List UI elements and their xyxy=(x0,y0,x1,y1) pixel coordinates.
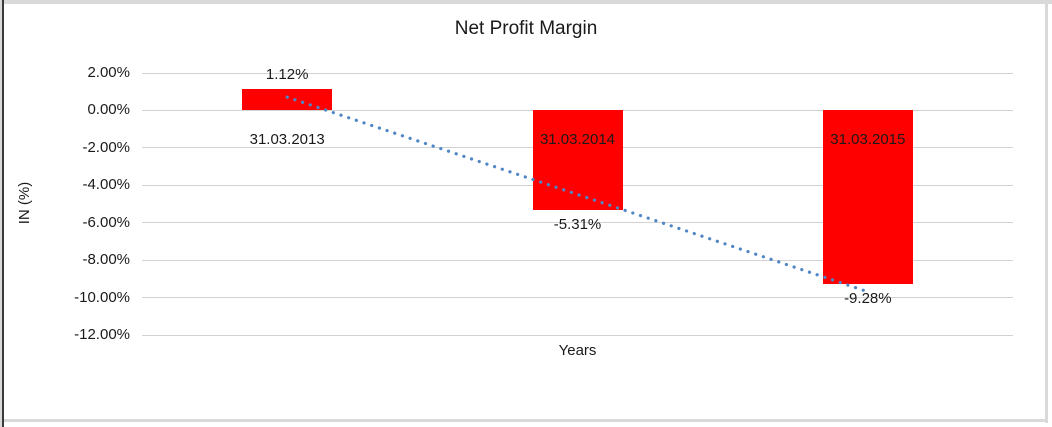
window-border-right xyxy=(1045,4,1048,423)
x-axis-category-label: 31.03.2013 xyxy=(249,131,325,148)
bar-data-label: 1.12% xyxy=(265,66,309,84)
y-axis-tick-label: 2.00% xyxy=(87,64,130,81)
y-axis-tick-label: -6.00% xyxy=(82,213,130,231)
gridline xyxy=(142,334,1013,336)
bar-data-label: -5.31% xyxy=(553,215,602,233)
y-axis-tick-label: -8.00% xyxy=(82,251,130,269)
chart-title: Net Profit Margin xyxy=(454,18,598,39)
y-axis-title: IN (%) xyxy=(16,181,33,225)
y-axis-tick-label: -12.00% xyxy=(74,326,130,343)
window-border-top xyxy=(0,0,1052,4)
bar-series-net-profit-margin[interactable] xyxy=(532,110,623,210)
y-axis-tick-label: 0.00% xyxy=(87,101,130,119)
bar-data-label: -9.28% xyxy=(844,290,892,308)
x-axis-title: Years xyxy=(558,342,597,359)
window-border-left xyxy=(0,0,2,427)
y-axis-tick-label: -2.00% xyxy=(82,138,130,156)
y-axis-tick-label: -4.00% xyxy=(82,176,130,194)
window-border-bottom xyxy=(4,419,1048,422)
window-border-left-line xyxy=(2,0,4,427)
y-axis-tick-label: -10.00% xyxy=(74,288,130,306)
gridline xyxy=(142,72,1013,74)
x-axis-category-label: 31.03.2015 xyxy=(830,131,906,148)
x-axis-category-label: 31.03.2014 xyxy=(539,131,616,148)
bar-series-net-profit-margin[interactable] xyxy=(242,89,333,111)
gridline xyxy=(142,297,1013,299)
